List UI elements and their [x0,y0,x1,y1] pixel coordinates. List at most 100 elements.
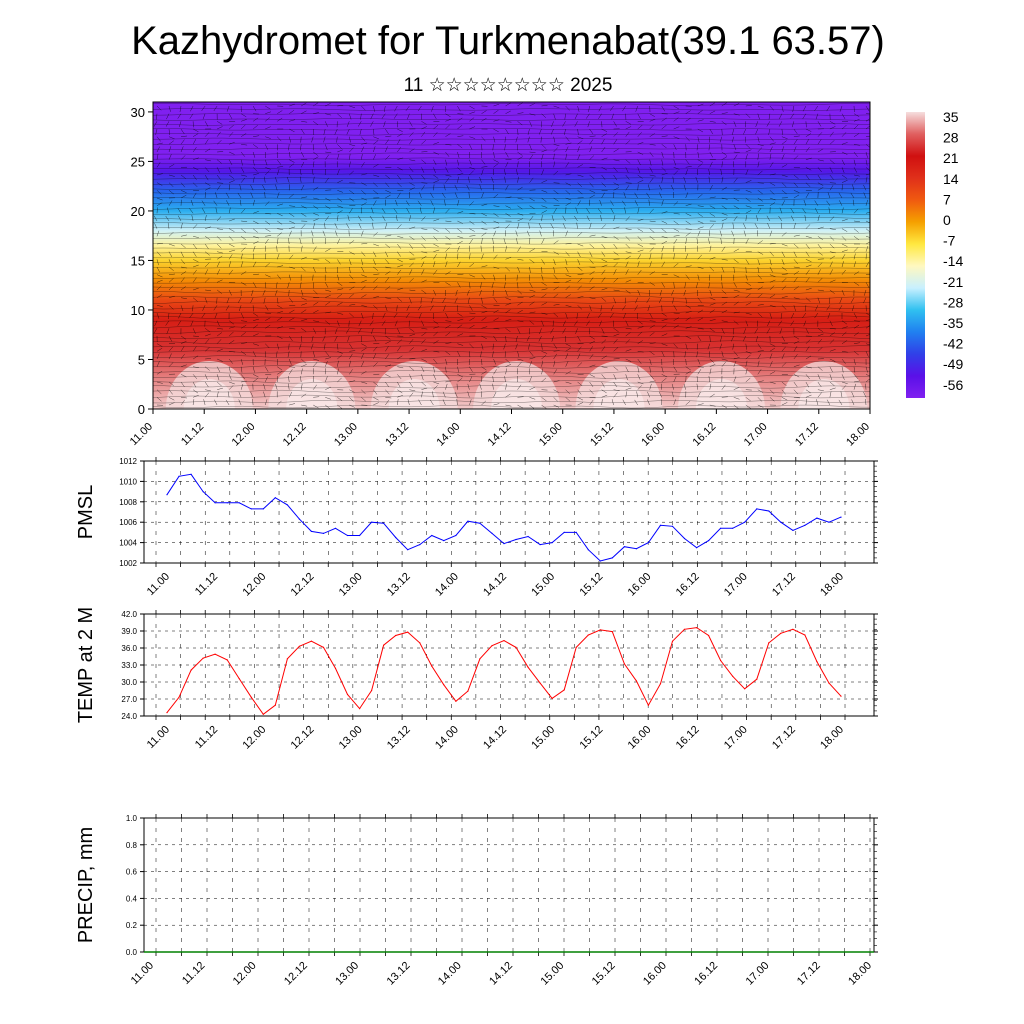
wind-barb [649,380,656,383]
x-tick-label: 12.12 [281,421,309,449]
wind-barb [325,397,331,400]
wind-barb [541,360,544,367]
wind-barb [349,147,354,153]
wind-barb [156,389,162,395]
wind-barb [733,144,737,150]
wind-barbs [153,102,870,409]
wind-barb [345,328,350,334]
wind-barb [277,159,281,165]
wind-barb [671,391,674,398]
wind-barb [685,117,691,122]
wind-barb [673,220,679,225]
wind-barb [757,404,764,408]
wind-barb [313,102,319,107]
x-tick-label: 14.00 [436,960,464,988]
wind-barb [504,136,506,143]
wind-barb [385,399,390,406]
wind-barb [480,351,482,358]
wind-barb [769,259,772,266]
wind-barb [853,380,860,383]
wind-barb [409,121,413,127]
wind-barb [192,399,195,406]
data-point [708,634,710,637]
wind-barb [601,277,606,283]
wind-barb [397,264,404,268]
wind-barb [361,259,364,266]
wind-barb [504,144,506,151]
wind-barb [288,238,290,245]
wind-barb [577,402,584,406]
data-point [683,628,686,630]
wind-barb [349,353,353,360]
data-point [696,547,698,549]
wind-barb [180,194,187,199]
wind-barb [649,247,655,252]
wind-barb [685,213,692,217]
wind-barb [625,236,631,241]
wind-barb [373,362,378,367]
wind-barb [745,144,751,149]
wind-barb [192,224,198,229]
wind-barb [757,369,762,375]
wind-barb [685,274,690,280]
heatmap-x-axis: 11.00 11.12 12.00 12.12 13.00 13.12 14.00 14.12… [128,409,872,449]
wind-barb [733,266,735,273]
wind-barb [492,376,494,383]
wind-barb [277,110,283,114]
data-point [671,525,674,527]
y-axis-label: PMSL [75,485,97,539]
data-point [816,661,818,663]
wind-barb [505,256,512,260]
wind-barb [361,353,364,360]
wind-barb [649,174,656,177]
wind-barb [469,201,474,206]
wind-barb [168,105,171,112]
wind-barb [577,335,581,342]
wind-barb [805,192,810,199]
wind-barb [577,136,584,140]
wind-barb [457,282,461,288]
wind-barb [649,358,652,365]
wind-barb [433,358,438,364]
wind-barb [589,135,596,137]
wind-barb [696,144,699,151]
wind-barb [757,190,763,195]
wind-barb [228,374,232,380]
wind-barb [455,289,458,296]
wind-barb [189,113,194,119]
wind-barb [709,404,716,407]
wind-barb [589,397,596,399]
data-point [334,527,337,529]
wind-barb [397,297,403,302]
wind-barb [325,103,331,107]
wind-barb [466,289,470,296]
wind-barb [589,190,596,193]
wind-barb [598,113,602,119]
wind-barb [216,243,222,249]
wind-barb [769,361,773,367]
wind-barb [697,230,701,237]
contour-line [153,276,870,280]
wind-barb [781,174,788,177]
wind-barb [239,199,242,206]
wind-barb [733,301,739,306]
wind-barb [841,174,848,179]
wind-barb [421,339,426,344]
wind-barb [541,377,547,383]
wind-barb [288,151,291,158]
wind-barb [385,335,391,340]
wind-barb [817,174,822,181]
data-point [563,531,565,534]
wind-barb [217,328,224,330]
wind-barb [457,144,463,149]
wind-barb [325,259,331,264]
wind-barb [517,301,523,306]
wind-barb [529,113,536,116]
wind-barb [721,351,724,358]
wind-barb [517,266,521,273]
x-tick-label: 13.00 [337,571,365,599]
wind-barb [325,151,332,154]
wind-barb [793,340,800,344]
wind-barb [637,159,641,166]
